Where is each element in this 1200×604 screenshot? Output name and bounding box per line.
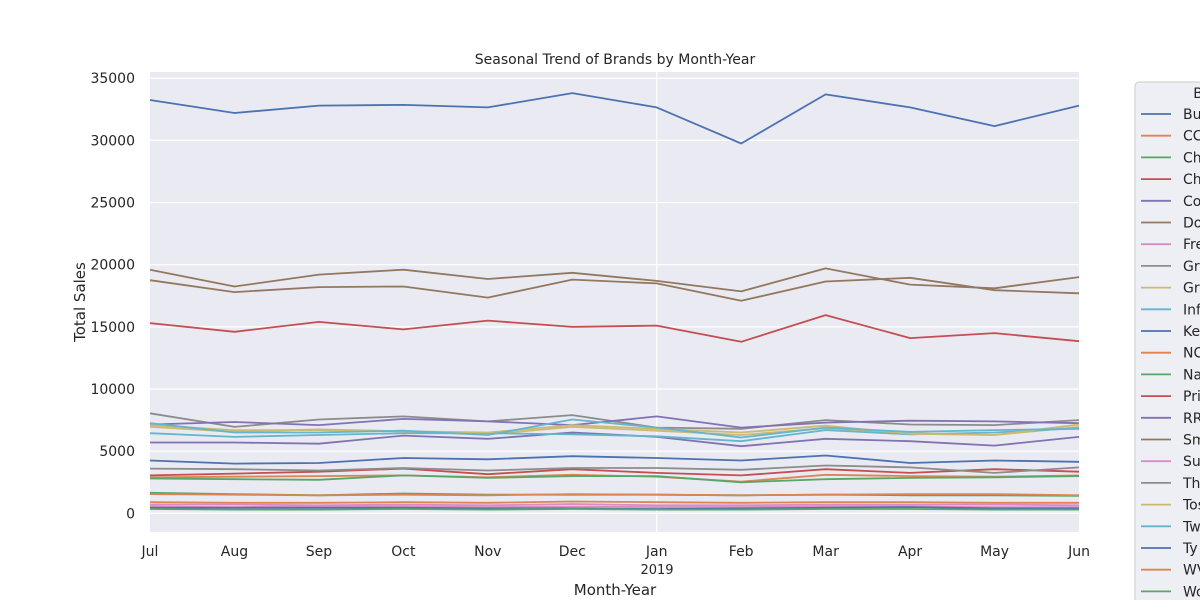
x-tick-label: May (980, 544, 1009, 560)
series-line (149, 92, 1080, 145)
series-line (149, 314, 1080, 343)
x-tick-label: Apr (898, 544, 922, 560)
legend-label: Bu (1183, 107, 1200, 123)
x-tick-label: Mar (812, 544, 839, 560)
x-tick-label: Jan (645, 544, 668, 560)
series-lines (149, 92, 1080, 511)
y-tick-label: 20000 (90, 258, 135, 274)
legend-label: Tw (1182, 519, 1200, 535)
series-line (149, 467, 1080, 477)
x-tick-label: Sep (306, 544, 333, 560)
series-line (149, 493, 1080, 497)
x-tick-label: Feb (729, 544, 754, 560)
legend: B Bu CC Ch Ch Co Do Fre Gr Gr Inf Ke NC Na Pri RR Sm Su T… (1134, 81, 1200, 604)
legend-items: Bu CC Ch Ch Co Do Fre Gr Gr Inf Ke NC Na Pri RR Sm Su Th T… (1141, 107, 1200, 600)
x-tick-label: Nov (474, 544, 501, 560)
series-line (149, 418, 1080, 439)
legend-label: Ch (1183, 150, 1200, 166)
series-line (149, 423, 1080, 436)
y-tick-label: 30000 (90, 133, 135, 149)
legend-label: WV (1183, 563, 1200, 579)
legend-label: Co (1183, 194, 1200, 210)
x-year-label: 2019 (640, 563, 673, 578)
plot-background (150, 72, 1079, 532)
x-tick-label: Oct (391, 544, 416, 560)
legend-label: Ch (1183, 172, 1200, 188)
legend-label: Su (1183, 454, 1200, 470)
series-line (149, 267, 1080, 293)
y-tick-label: 25000 (90, 196, 135, 212)
series-line (149, 276, 1080, 302)
legend-label: Gr (1183, 281, 1200, 297)
y-axis-label: Total Sales (71, 262, 89, 343)
axis-ticks: 0 5000 10000 15000 20000 25000 30000 35000 Jul Au… (90, 71, 1089, 560)
legend-label: Sm (1183, 433, 1200, 449)
series-line (149, 474, 1080, 484)
x-axis-label: Month-Year (574, 581, 657, 599)
x-tick-label: Jun (1067, 544, 1090, 560)
legend-label: Tos (1182, 498, 1200, 514)
legend-label: Do (1183, 216, 1200, 232)
y-tick-label: 10000 (90, 382, 135, 398)
legend-label: Ty (1182, 541, 1198, 557)
legend-label: RR (1183, 411, 1200, 427)
y-tick-label: 15000 (90, 320, 135, 336)
legend-label: Wo (1183, 584, 1200, 600)
legend-box (1134, 81, 1200, 604)
series-line (149, 464, 1080, 474)
grid-lines (150, 72, 1079, 532)
y-tick-label: 35000 (90, 71, 135, 87)
legend-label: Ke (1183, 324, 1200, 340)
legend-label: Inf (1183, 302, 1200, 318)
x-tick-label: Dec (559, 544, 586, 560)
x-tick-label: Jul (141, 544, 159, 560)
series-line (149, 500, 1079, 504)
legend-label: CC (1183, 129, 1200, 145)
y-tick-label: 0 (126, 506, 135, 522)
legend-label: NC (1183, 346, 1200, 362)
legend-label: Th (1182, 476, 1200, 492)
legend-label: Fre (1183, 237, 1200, 253)
series-line (149, 508, 1079, 511)
series-line (149, 454, 1080, 465)
legend-label: Gr (1183, 259, 1200, 275)
legend-label: Na (1183, 367, 1200, 383)
chart-title: Seasonal Trend of Brands by Month-Year (475, 52, 756, 68)
x-tick-label: Aug (221, 544, 248, 560)
legend-label: Pri (1183, 389, 1200, 405)
series-line (149, 415, 1080, 429)
series-line (150, 503, 1080, 507)
legend-title: B (1193, 86, 1200, 102)
y-tick-label: 5000 (99, 444, 135, 460)
